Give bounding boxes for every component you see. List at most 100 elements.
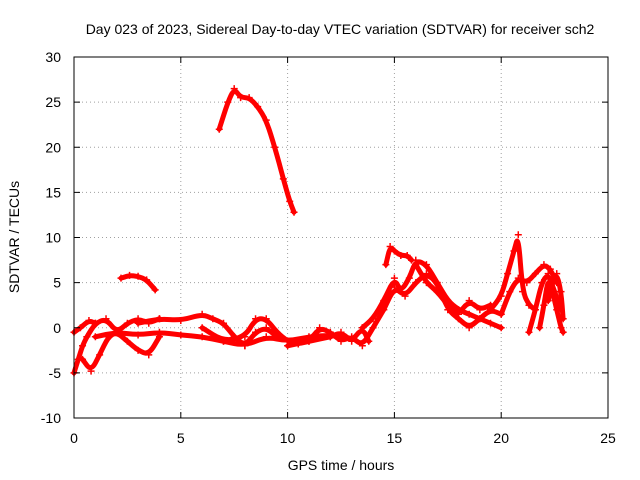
- data-point: [433, 279, 441, 287]
- y-tick-label: -5: [49, 365, 62, 381]
- data-point: [279, 175, 287, 183]
- x-axis-label: GPS time / hours: [288, 457, 395, 473]
- data-point: [422, 270, 430, 278]
- series-s2: [117, 271, 159, 294]
- data-point: [557, 288, 565, 296]
- data-point: [237, 94, 245, 102]
- data-point: [514, 231, 522, 239]
- data-point: [134, 331, 142, 339]
- series-s7: [134, 310, 281, 350]
- data-point: [525, 328, 533, 336]
- data-point: [380, 306, 388, 314]
- data-point: [553, 306, 561, 314]
- data-point: [271, 143, 279, 151]
- data-point: [476, 315, 484, 323]
- data-point: [79, 355, 87, 363]
- data-point: [397, 252, 405, 260]
- data-point: [252, 328, 260, 336]
- data-point: [305, 337, 313, 345]
- data-point: [559, 328, 567, 336]
- data-point: [559, 315, 567, 323]
- series-s4: [70, 317, 99, 336]
- series-s13: [382, 243, 415, 269]
- data-point: [365, 337, 373, 345]
- series-line: [71, 316, 162, 376]
- data-point: [497, 310, 505, 318]
- data-point: [151, 286, 159, 294]
- y-tick-label: 5: [53, 275, 61, 291]
- data-point: [143, 276, 151, 284]
- data-point: [215, 125, 223, 133]
- data-point: [433, 288, 441, 296]
- data-point: [540, 261, 548, 269]
- x-tick-label: 20: [493, 430, 509, 446]
- data-point: [390, 283, 398, 291]
- data-point: [422, 279, 430, 287]
- data-point: [531, 270, 539, 278]
- data-point: [91, 319, 99, 327]
- data-point: [412, 261, 420, 269]
- data-point: [177, 317, 185, 325]
- series-s14: [412, 261, 495, 318]
- x-tick-labels: 0 5 10 15 20 25: [70, 430, 616, 446]
- data-point: [412, 279, 420, 287]
- series-s19: [544, 270, 567, 323]
- data-point: [538, 279, 546, 287]
- data-point: [369, 315, 377, 323]
- series-line: [327, 328, 372, 344]
- data-point: [497, 292, 505, 300]
- data-point: [390, 247, 398, 255]
- data-point: [403, 252, 411, 260]
- tick-marks: [73, 56, 609, 419]
- data-point: [155, 328, 163, 336]
- data-point: [87, 367, 95, 375]
- data-point: [91, 333, 99, 341]
- y-tick-label: 15: [45, 184, 61, 200]
- data-point: [209, 315, 217, 323]
- data-point: [83, 333, 91, 341]
- data-point: [245, 94, 253, 102]
- data-point: [85, 317, 93, 325]
- data-point: [523, 279, 531, 287]
- data-point: [487, 319, 495, 327]
- data-point: [241, 333, 249, 341]
- data-point: [252, 315, 260, 323]
- data-point: [390, 274, 398, 282]
- data-point: [444, 301, 452, 309]
- data-point: [405, 274, 413, 282]
- data-point: [262, 116, 270, 124]
- data-point: [155, 315, 163, 323]
- x-tick-label: 0: [70, 430, 78, 446]
- series-s15: [487, 231, 539, 314]
- data-point: [224, 98, 232, 106]
- data-point: [262, 315, 270, 323]
- series-line: [359, 259, 504, 331]
- data-point: [262, 324, 270, 332]
- data-point: [123, 319, 131, 327]
- data-point: [497, 324, 505, 332]
- y-tick-label: 10: [45, 230, 61, 246]
- data-point: [113, 328, 121, 336]
- data-point: [254, 103, 262, 111]
- data-point: [79, 342, 87, 350]
- data-point: [198, 324, 206, 332]
- data-point: [369, 324, 377, 332]
- y-tick-label: 20: [45, 139, 61, 155]
- y-tick-label: 30: [45, 49, 61, 65]
- data-point: [401, 292, 409, 300]
- series-line: [135, 313, 280, 346]
- data-point: [134, 319, 142, 327]
- data-point: [540, 301, 548, 309]
- data-point: [273, 328, 281, 336]
- data-point: [519, 288, 527, 296]
- data-point: [407, 256, 415, 264]
- data-point: [241, 342, 249, 350]
- data-point: [476, 306, 484, 314]
- series-s11: [358, 256, 505, 332]
- data-point: [465, 324, 473, 332]
- data-point: [316, 324, 324, 332]
- data-point: [358, 342, 366, 350]
- data-point: [382, 261, 390, 269]
- data-point: [126, 271, 134, 279]
